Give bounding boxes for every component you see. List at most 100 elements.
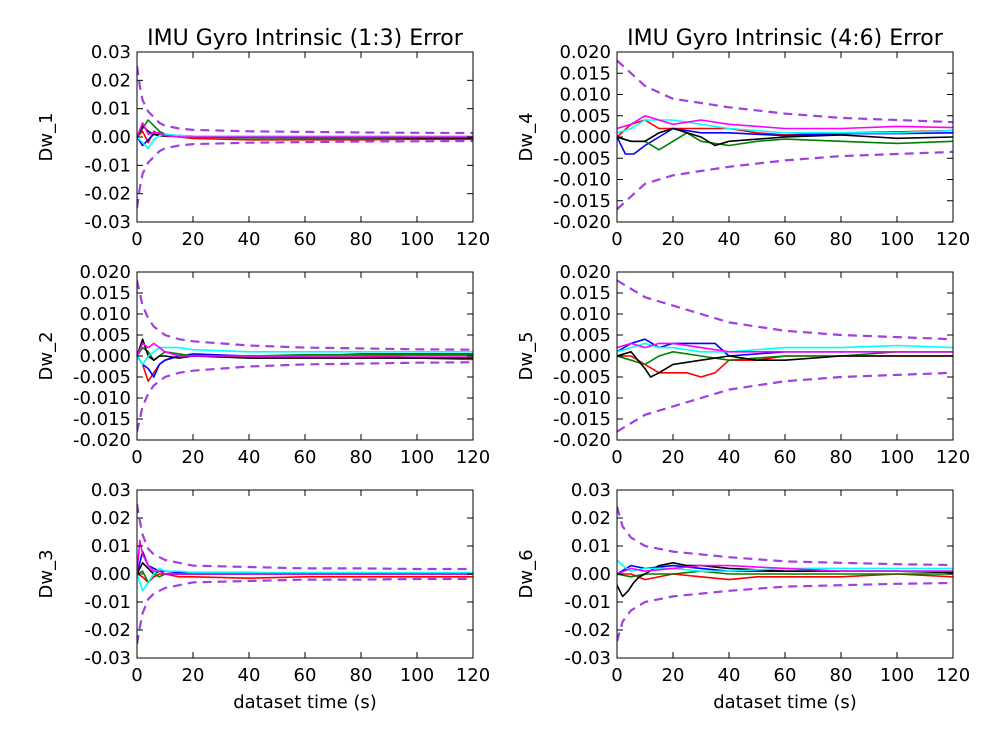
y-tick-label: 0.01 [571, 536, 611, 557]
x-tick-label: 60 [774, 229, 797, 250]
subplot-6: 0 20 40 60 80 100 120 0.03 0.02 0.01 0.00 -0.01 -0.0… [516, 480, 970, 713]
x-tick-label: 100 [400, 665, 434, 686]
y-axis-label: Dw_2 [36, 331, 57, 380]
x-axis-label: dataset time (s) [233, 692, 377, 713]
series-line-6 [617, 342, 953, 353]
series-line-2 [617, 564, 953, 575]
y-axis-label: Dw_4 [516, 112, 537, 161]
chart-title: IMU Gyro Intrinsic (4:6) Error [627, 26, 944, 51]
x-tick-label: 120 [936, 665, 970, 686]
lower-bound-line [137, 577, 473, 645]
y-tick-label: -0.020 [553, 430, 611, 451]
chart-title: IMU Gyro Intrinsic (1:3) Error [147, 26, 464, 51]
x-tick-label: 60 [294, 665, 317, 686]
x-tick-label: 20 [662, 665, 685, 686]
y-tick-label: 0.00 [91, 127, 131, 148]
x-tick-label: 60 [774, 665, 797, 686]
y-tick-label: -0.005 [553, 367, 611, 388]
upper-bound-line [137, 280, 473, 351]
y-tick-label: 0.005 [559, 325, 611, 346]
y-tick-label: 0.02 [91, 508, 131, 529]
series-line-2 [137, 550, 473, 575]
upper-bound-line [617, 279, 953, 341]
y-tick-label: 0.02 [571, 508, 611, 529]
x-tick-label: 40 [718, 665, 741, 686]
y-tick-label: -0.01 [84, 592, 131, 613]
x-tick-label: 100 [400, 447, 434, 468]
series-line-4 [617, 350, 953, 378]
y-tick-label: 0.00 [571, 564, 611, 585]
y-tick-label: -0.02 [84, 620, 131, 641]
y-tick-label: 0.020 [79, 262, 131, 283]
y-tick-label: -0.03 [564, 648, 611, 669]
y-tick-label: 0.03 [91, 42, 131, 63]
y-tick-label: 0.015 [559, 63, 611, 84]
series-line-6 [137, 122, 473, 138]
x-tick-label: 120 [456, 229, 490, 250]
plot-data [137, 280, 473, 432]
series-line-3 [617, 350, 953, 366]
series-line-1 [617, 573, 953, 581]
x-tick-label: 60 [294, 229, 317, 250]
series-line-5 [137, 346, 473, 366]
subplot-1: 0 20 40 60 80 100 120 0.03 0.02 0.01 0.00 -0.01 -0.0… [36, 26, 490, 250]
lower-bound-line [137, 139, 473, 208]
y-tick-label: -0.005 [553, 148, 611, 169]
series-line-4 [617, 127, 953, 147]
series-line-6 [137, 342, 473, 357]
x-tick-label: 100 [880, 447, 914, 468]
x-tick-label: 80 [830, 665, 853, 686]
plot-data [137, 66, 473, 208]
x-tick-label: 20 [182, 229, 205, 250]
subplot-2: 0 20 40 60 80 100 120 0.0200.0150.0100.0050.000… [516, 26, 970, 250]
x-tick-label: 0 [611, 447, 622, 468]
upper-bound-line [137, 503, 473, 571]
lower-bound-line [617, 581, 953, 642]
y-axis-label: Dw_3 [36, 549, 57, 598]
series-line-4 [617, 561, 953, 598]
y-tick-label: 0.005 [79, 325, 131, 346]
y-tick-label: -0.005 [73, 367, 131, 388]
x-tick-label: 100 [400, 229, 434, 250]
upper-bound-line [137, 66, 473, 135]
x-tick-label: 20 [182, 665, 205, 686]
x-tick-label: 40 [238, 447, 261, 468]
x-tick-label: 80 [350, 665, 373, 686]
x-tick-label: 40 [718, 229, 741, 250]
series-line-3 [617, 570, 953, 578]
upper-bound-line [617, 506, 953, 567]
y-tick-label: 0.03 [571, 480, 611, 501]
lower-bound-line [617, 150, 953, 211]
y-tick-label: 0.010 [79, 304, 131, 325]
plot-data [617, 506, 953, 642]
y-tick-label: 0.005 [559, 106, 611, 127]
x-tick-label: 40 [238, 229, 261, 250]
y-axis-label: Dw_5 [516, 331, 537, 380]
subplot-3: 0 20 40 60 80 100 120 0.0200.0150.0100.0050.000… [36, 262, 490, 468]
y-tick-label: 0.02 [91, 70, 131, 91]
subplot-4: 0 20 40 60 80 100 120 0.0200.0150.0100.0050.000… [516, 262, 970, 468]
x-tick-label: 0 [131, 447, 142, 468]
x-tick-label: 120 [456, 447, 490, 468]
y-tick-label: 0.01 [91, 536, 131, 557]
x-tick-label: 0 [131, 665, 142, 686]
y-tick-label: 0.010 [559, 85, 611, 106]
subplot-5: 0 20 40 60 80 100 120 0.03 0.02 0.01 0.00 -0.01 -0.0… [36, 480, 490, 713]
x-tick-label: 120 [936, 229, 970, 250]
y-tick-label: -0.010 [553, 388, 611, 409]
y-axis-label: Dw_6 [516, 549, 537, 598]
series-line-5 [137, 567, 473, 592]
x-tick-label: 80 [350, 447, 373, 468]
series-line-3 [137, 346, 473, 362]
y-axis-label: Dw_1 [36, 112, 57, 161]
x-tick-label: 20 [662, 447, 685, 468]
y-tick-label: 0.020 [559, 262, 611, 283]
x-tick-label: 40 [718, 447, 741, 468]
series-line-5 [617, 342, 953, 353]
plot-data [137, 503, 473, 645]
plot-data [617, 279, 953, 433]
y-tick-label: 0.000 [559, 346, 611, 367]
x-tick-label: 120 [456, 665, 490, 686]
series-line-6 [617, 115, 953, 130]
